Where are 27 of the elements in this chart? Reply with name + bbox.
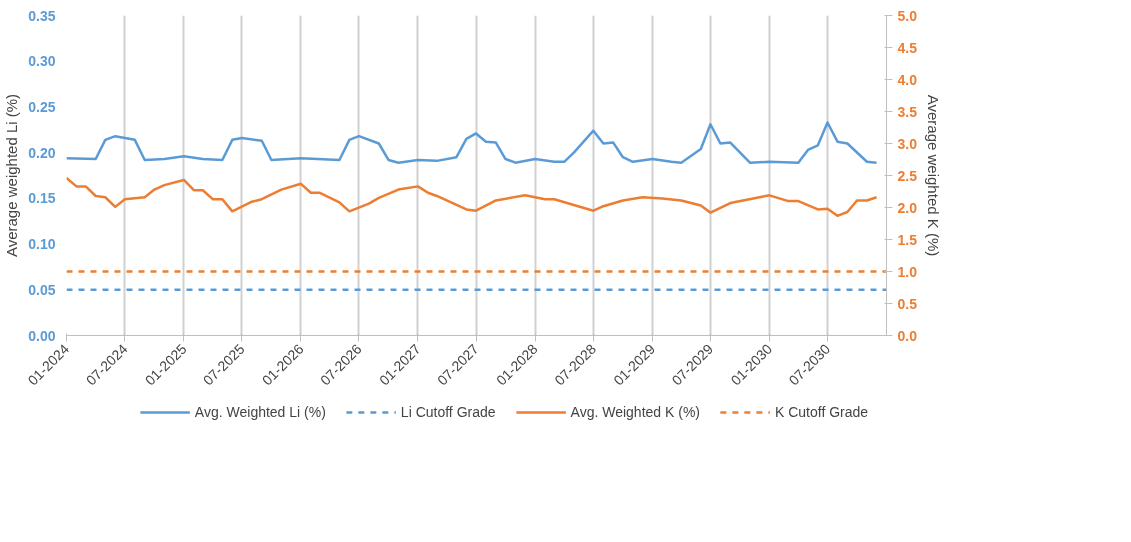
y2-tick-label: 2.5 bbox=[897, 167, 918, 184]
y-tick-label: 0.05 bbox=[28, 281, 56, 298]
y-axis-title: Average weighted Li (%) bbox=[3, 93, 21, 258]
y-tick-label: 0.20 bbox=[28, 144, 56, 161]
y-tick-label: 0.35 bbox=[28, 7, 56, 24]
y2-tick-label: 4.0 bbox=[897, 71, 918, 88]
line-series bbox=[66, 176, 878, 218]
y2-tick-label: 0.0 bbox=[897, 327, 918, 344]
y2-axis-title: Average weighted K (%) bbox=[924, 94, 942, 257]
legend-label: Avg. Weighted Li (%) bbox=[194, 404, 326, 420]
y2-tick-label: 0.5 bbox=[897, 295, 918, 312]
y2-tick-label: 3.5 bbox=[897, 103, 918, 120]
y-tick-label: 0.30 bbox=[28, 53, 56, 70]
y2-tick-label: 5.0 bbox=[897, 7, 918, 24]
y-tick-label: 0.00 bbox=[28, 327, 56, 344]
y2-tick-label: 4.5 bbox=[897, 39, 918, 56]
y-tick-label: 0.25 bbox=[28, 98, 56, 115]
legend-label: Avg. Weighted K (%) bbox=[570, 404, 700, 420]
legend-label: K Cutoff Grade bbox=[774, 404, 869, 420]
line-series bbox=[66, 121, 878, 164]
y2-tick-label: 3.0 bbox=[897, 135, 918, 152]
legend-label: Li Cutoff Grade bbox=[400, 404, 496, 420]
y2-tick-label: 1.5 bbox=[897, 231, 918, 248]
y2-tick-label: 1.0 bbox=[897, 263, 918, 280]
y-tick-label: 0.10 bbox=[28, 236, 56, 253]
y2-tick-label: 2.0 bbox=[897, 199, 918, 216]
y-tick-label: 0.15 bbox=[28, 190, 56, 207]
